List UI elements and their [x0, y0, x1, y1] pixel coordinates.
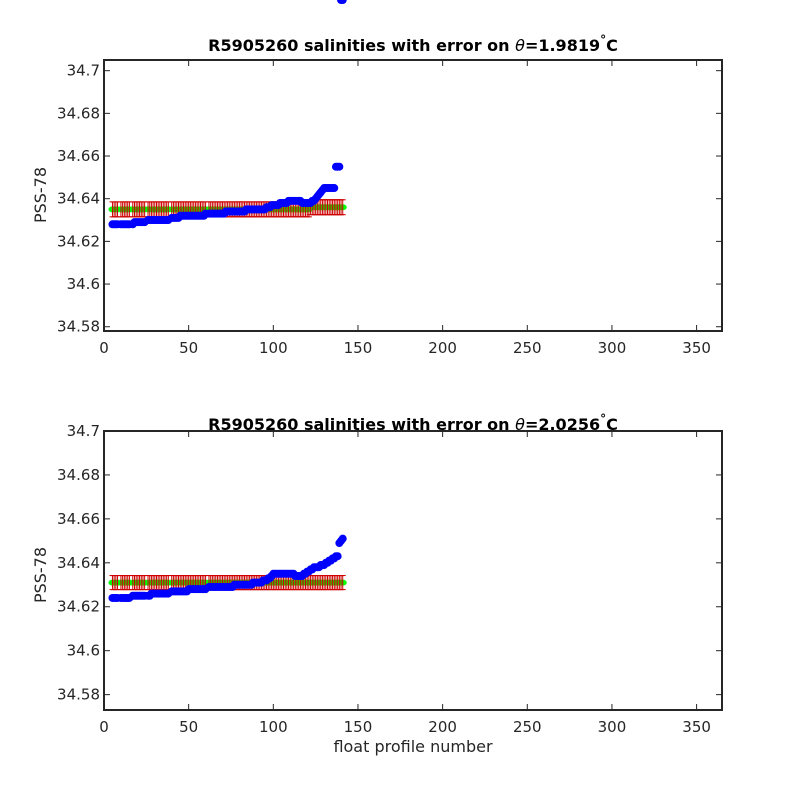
y-tick-label: 34.64	[57, 554, 100, 572]
salinity-point	[330, 184, 339, 193]
y-tick-label: 34.58	[57, 318, 100, 336]
x-tick-label: 350	[682, 718, 711, 736]
y-tick-label: 34.7	[67, 62, 100, 80]
y-tick-label: 34.58	[57, 686, 100, 704]
x-tick-label: 0	[99, 718, 109, 736]
x-tick-label: 350	[682, 339, 711, 357]
x-tick-label: 100	[259, 339, 288, 357]
tick-layer: 0 50 100 150 200 250 300 350 34.58 34.6 34.62 34.64…	[57, 60, 722, 357]
salinity-point	[333, 552, 342, 561]
chart-panel-top: R5905260 salinities with error on θ=1.98…	[31, 0, 723, 357]
y-axis-label: PSS-78	[31, 167, 50, 223]
tick-layer: 0 50 100 150 200 250 300 350 34.58 34.6 34.62 34.64…	[57, 422, 722, 736]
x-axis-label: float profile number	[333, 737, 493, 756]
data-layer	[108, 0, 347, 229]
x-tick-label: 0	[99, 339, 109, 357]
x-tick-label: 150	[344, 718, 373, 736]
y-tick-label: 34.62	[57, 232, 100, 250]
y-tick-label: 34.66	[57, 147, 100, 165]
x-tick-label: 250	[513, 718, 542, 736]
y-tick-label: 34.6	[67, 275, 100, 293]
x-tick-label: 50	[179, 339, 198, 357]
x-tick-label: 50	[179, 718, 198, 736]
x-tick-label: 200	[428, 339, 457, 357]
y-tick-label: 34.6	[67, 642, 100, 660]
y-tick-label: 34.7	[67, 422, 100, 440]
chart-title: R5905260 salinities with error on θ=1.98…	[208, 33, 618, 55]
x-tick-label: 300	[598, 339, 627, 357]
x-tick-label: 100	[259, 718, 288, 736]
y-tick-label: 34.68	[57, 466, 100, 484]
x-tick-label: 250	[513, 339, 542, 357]
chart-panel-bottom: R5905260 salinities with error on θ=2.02…	[31, 412, 723, 756]
y-tick-label: 34.64	[57, 190, 100, 208]
y-axis-label: PSS-78	[31, 547, 50, 603]
y-tick-label: 34.66	[57, 510, 100, 528]
y-tick-label: 34.68	[57, 104, 100, 122]
data-layer	[108, 534, 347, 602]
salinity-point	[338, 534, 347, 543]
chart-title: R5905260 salinities with error on θ=2.02…	[208, 412, 618, 434]
x-tick-label: 300	[598, 718, 627, 736]
y-tick-label: 34.62	[57, 598, 100, 616]
x-tick-label: 200	[428, 718, 457, 736]
salinity-point	[335, 162, 344, 171]
plot-frame	[103, 59, 723, 332]
plot-frame	[103, 430, 723, 711]
x-tick-label: 150	[344, 339, 373, 357]
salinity-point	[338, 0, 347, 4]
